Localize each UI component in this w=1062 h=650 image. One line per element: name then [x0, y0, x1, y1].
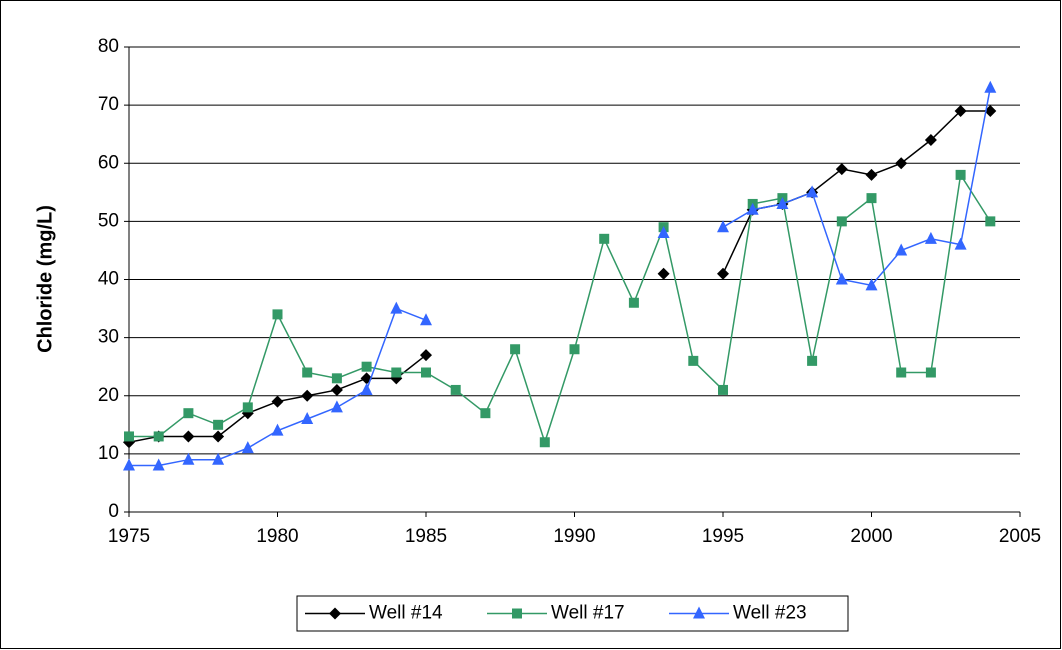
- y-tick-label: 50: [98, 210, 119, 231]
- marker: [955, 169, 966, 180]
- marker: [539, 437, 550, 448]
- y-tick-label: 30: [98, 327, 119, 348]
- marker: [302, 367, 313, 378]
- marker: [152, 458, 165, 471]
- y-tick-label: 0: [108, 501, 119, 522]
- marker: [718, 384, 728, 395]
- marker: [301, 389, 314, 402]
- marker: [330, 400, 343, 413]
- marker: [835, 163, 848, 176]
- marker: [688, 355, 699, 366]
- marker: [836, 216, 847, 227]
- marker: [153, 431, 164, 442]
- marker: [272, 309, 283, 320]
- marker: [835, 272, 848, 285]
- marker: [657, 226, 670, 238]
- legend-label: Well #23: [733, 603, 807, 624]
- x-tick-label: 1995: [702, 526, 744, 547]
- marker: [182, 430, 195, 443]
- marker: [182, 452, 195, 465]
- legend-box: [296, 595, 849, 632]
- marker: [271, 423, 284, 436]
- marker: [301, 412, 314, 424]
- marker: [124, 431, 134, 442]
- y-tick-label: 60: [98, 152, 119, 173]
- marker: [924, 134, 937, 146]
- legend-label: Well #14: [369, 603, 443, 624]
- marker: [657, 267, 670, 280]
- x-tick-label: 2000: [850, 526, 892, 547]
- marker: [123, 458, 135, 471]
- marker: [212, 452, 225, 465]
- marker: [717, 220, 729, 233]
- marker: [896, 367, 907, 378]
- marker: [241, 441, 254, 454]
- marker: [954, 237, 967, 250]
- y-axis-title: Chloride (mg/L): [34, 205, 56, 353]
- marker: [776, 196, 789, 209]
- x-tick-label: 1975: [108, 526, 150, 547]
- marker: [242, 402, 253, 413]
- marker: [895, 157, 908, 170]
- marker: [954, 104, 967, 117]
- marker: [183, 408, 194, 419]
- marker: [865, 168, 878, 181]
- marker: [693, 606, 705, 619]
- marker: [480, 408, 491, 419]
- marker: [924, 231, 937, 244]
- marker: [984, 104, 997, 117]
- marker: [360, 382, 373, 395]
- marker: [361, 361, 372, 372]
- y-tick-label: 70: [98, 94, 119, 115]
- marker: [984, 80, 997, 93]
- legend: Well #14 Well #17 Well #23: [296, 595, 849, 632]
- marker: [569, 344, 580, 355]
- marker: [271, 395, 284, 408]
- marker: [717, 267, 729, 280]
- marker: [985, 216, 996, 227]
- y-tick-label: 20: [98, 385, 119, 406]
- marker: [512, 608, 522, 619]
- marker: [866, 193, 877, 204]
- marker: [421, 367, 431, 378]
- marker: [806, 185, 819, 198]
- marker: [212, 430, 225, 443]
- x-tick-label: 1980: [256, 526, 298, 547]
- marker: [420, 313, 432, 326]
- marker: [925, 367, 936, 378]
- marker: [807, 355, 818, 366]
- y-tick-label: 40: [98, 269, 119, 290]
- marker: [329, 607, 341, 620]
- marker: [510, 344, 521, 355]
- marker: [331, 373, 342, 384]
- marker: [213, 419, 224, 430]
- marker: [391, 367, 402, 378]
- x-tick-label: 1985: [405, 526, 447, 547]
- marker: [865, 278, 878, 291]
- y-tick-label: 80: [98, 36, 119, 57]
- marker: [599, 233, 610, 244]
- marker: [450, 384, 461, 395]
- y-tick-label: 10: [98, 443, 119, 464]
- x-tick-label: 2005: [999, 526, 1041, 547]
- marker: [390, 301, 403, 314]
- marker: [420, 349, 432, 362]
- marker: [895, 243, 908, 256]
- legend-label: Well #17: [551, 603, 625, 624]
- x-tick-label: 1990: [553, 526, 595, 547]
- marker: [628, 297, 639, 308]
- marker: [330, 383, 343, 396]
- marker: [746, 202, 759, 215]
